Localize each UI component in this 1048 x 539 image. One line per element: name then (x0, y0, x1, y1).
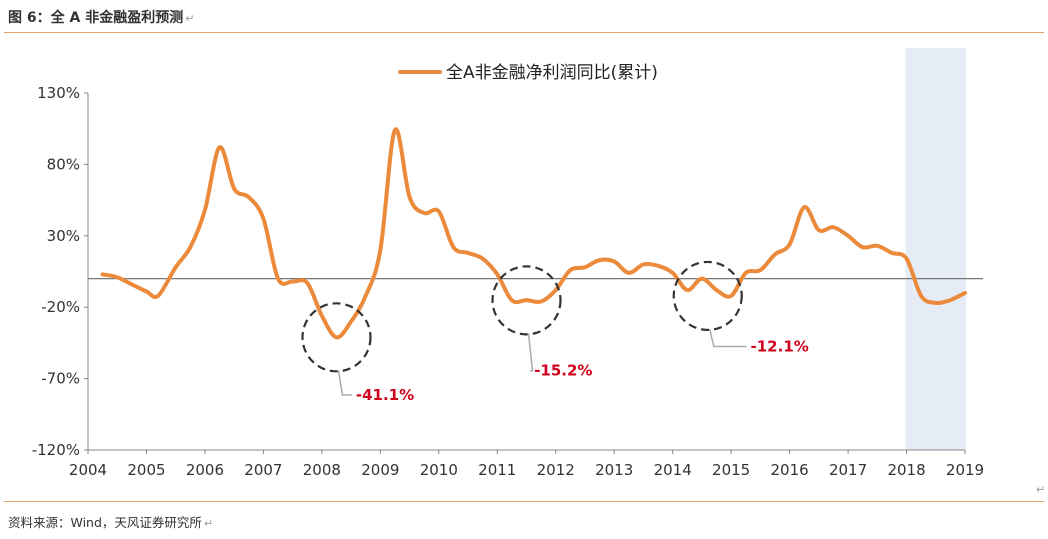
annotation-leader-line (337, 370, 352, 396)
x-tick-label: 2007 (244, 461, 282, 479)
figure-title: 全 A 非金融盈利预测 (50, 10, 184, 26)
y-tick-label: -20% (41, 298, 80, 316)
series-line (100, 127, 967, 340)
legend-label: 全A非金融净利润同比(累计) (446, 63, 658, 83)
source-note: 资料来源：Wind，天风证券研究所 ↵ (8, 512, 213, 531)
x-tick-label: 2016 (771, 461, 809, 479)
annotation-label: -12.1% (751, 337, 809, 355)
annotation-dashed-circle (491, 265, 562, 336)
source-text: 资料来源：Wind，天风证券研究所 (8, 515, 202, 530)
x-tick-label: 2014 (654, 461, 692, 479)
x-tick-label: 2008 (303, 461, 341, 479)
x-tick-label: 2017 (829, 461, 867, 479)
annotation-leader-line (527, 333, 534, 372)
annotation-label: -15.2% (534, 362, 592, 380)
annotation-dashed-circle (301, 302, 372, 373)
x-tick-label: 2018 (887, 461, 925, 479)
annotation-label: -41.1% (356, 386, 414, 404)
figure-header: 图 6：全 A 非金融盈利预测 ↵ (8, 7, 194, 27)
paragraph-mark-source: ↵ (203, 517, 214, 530)
figure-label: 图 6： (8, 10, 51, 26)
x-tick-label: 2006 (186, 461, 224, 479)
x-tick-label: 2015 (712, 461, 750, 479)
y-tick-label: -120% (32, 441, 80, 459)
x-tick-label: 2012 (537, 461, 575, 479)
forecast-highlight-band (905, 48, 966, 450)
y-tick-label: -70% (41, 370, 80, 388)
paragraph-mark-right: ↵ (1036, 483, 1046, 496)
x-tick-label: 2019 (946, 461, 984, 479)
x-tick-label: 2011 (478, 461, 516, 479)
x-tick-label: 2010 (420, 461, 458, 479)
x-tick-label: 2009 (361, 461, 399, 479)
header-divider (4, 32, 1044, 33)
annotation-dashed-circle (672, 260, 743, 332)
x-tick-label: 2004 (69, 461, 107, 479)
x-tick-label: 2005 (127, 461, 165, 479)
y-tick-label: 30% (47, 227, 80, 245)
y-tick-label: 130% (37, 84, 80, 102)
y-tick-label: 80% (47, 155, 80, 173)
paragraph-mark: ↵ (185, 12, 195, 25)
annotation-leader-line (709, 328, 747, 348)
x-tick-label: 2013 (595, 461, 633, 479)
footer-divider (4, 501, 1044, 502)
